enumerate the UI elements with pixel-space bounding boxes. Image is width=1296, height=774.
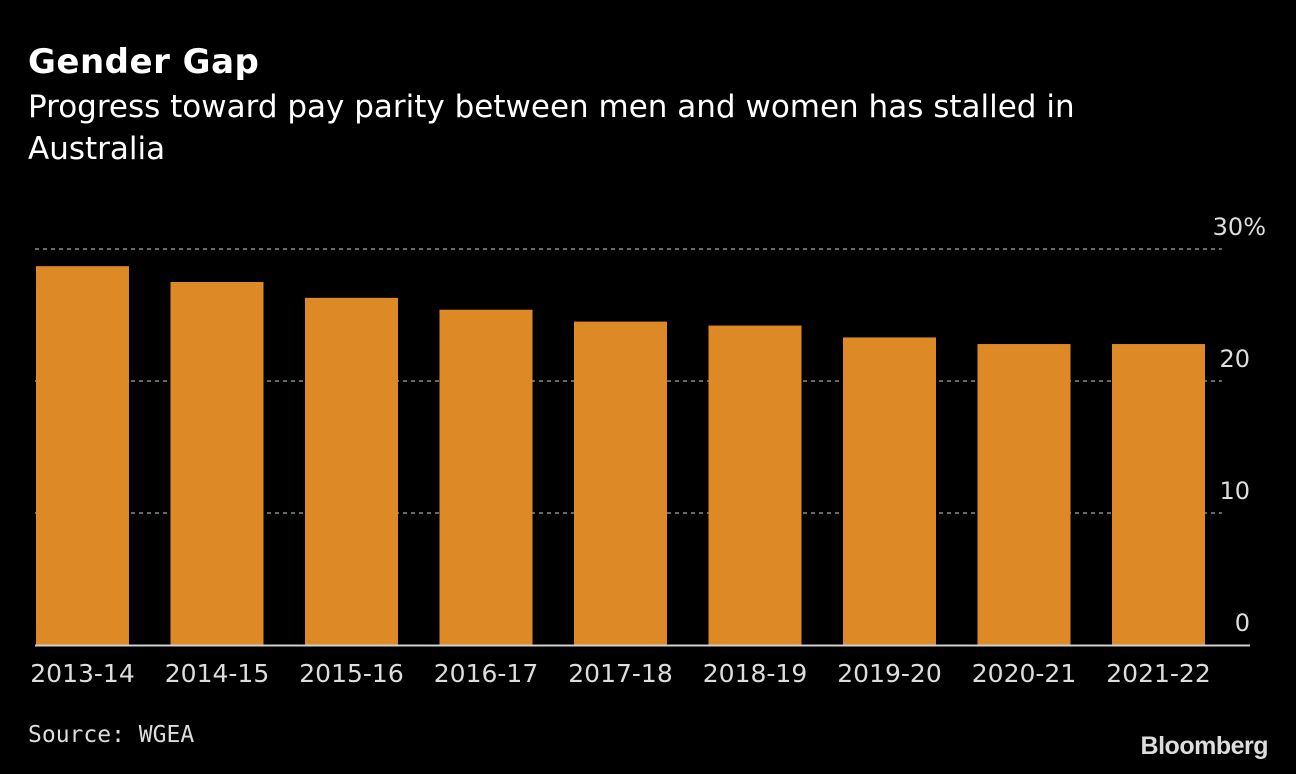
bar-2016-17 xyxy=(439,309,533,645)
x-tick-label: 2016-17 xyxy=(434,659,538,688)
y-tick-label: 10 xyxy=(1219,477,1250,505)
y-tick-label: 0 xyxy=(1235,609,1250,637)
bar-2018-19 xyxy=(708,325,802,645)
bar-2021-22 xyxy=(1112,344,1205,645)
x-tick-label: 2020-21 xyxy=(972,659,1076,688)
bar-2014-15 xyxy=(170,282,264,645)
bar-2013-14 xyxy=(36,266,129,645)
x-tick-label: 2019-20 xyxy=(837,659,941,688)
x-tick-label: 2015-16 xyxy=(299,659,403,688)
bloomberg-logo: Bloomberg xyxy=(1140,732,1269,760)
bar-2015-16 xyxy=(305,297,398,645)
y-tick-label: 30% xyxy=(1213,213,1266,241)
x-tick-label: 2021-22 xyxy=(1106,659,1210,688)
x-tick-label: 2017-18 xyxy=(568,659,672,688)
x-tick-label: 2014-15 xyxy=(165,659,269,688)
y-tick-label: 20 xyxy=(1219,345,1250,373)
source-note: Source: WGEA xyxy=(28,722,195,748)
x-tick-label: 2018-19 xyxy=(703,659,807,688)
bar-2020-21 xyxy=(977,344,1071,645)
bar-2019-20 xyxy=(843,337,936,645)
chart-subtitle: Progress toward pay parity between men a… xyxy=(28,89,1075,167)
bar-2017-18 xyxy=(574,321,667,645)
x-tick-label: 2013-14 xyxy=(30,659,134,688)
chart-title: Gender Gap xyxy=(28,42,260,82)
